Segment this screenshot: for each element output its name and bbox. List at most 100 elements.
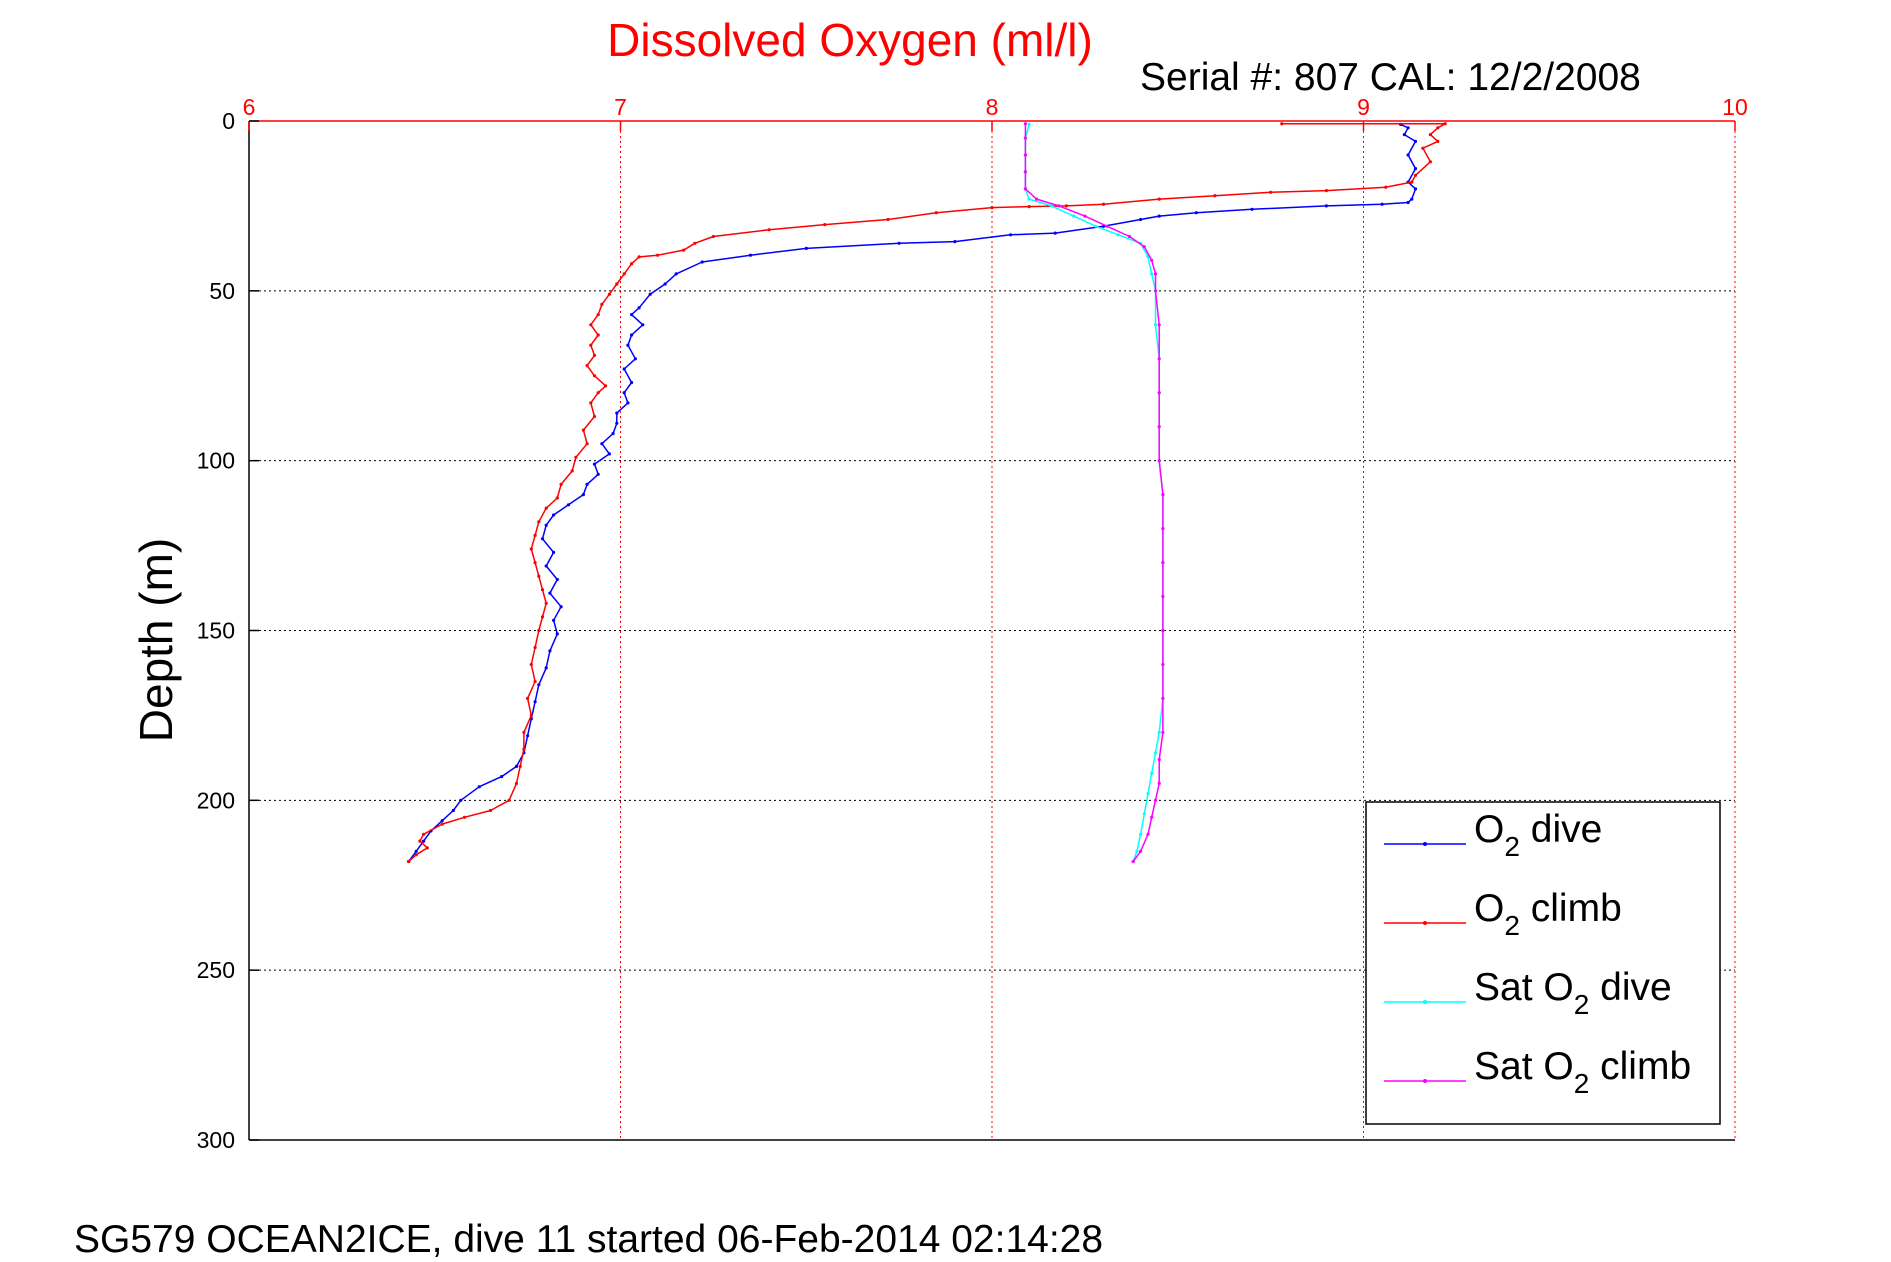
series-1-point [693,241,697,245]
series-1-point [414,853,418,857]
series-3-point [1146,832,1150,836]
legend-label-subscript: 2 [1574,989,1590,1020]
series-0-point [459,798,463,802]
series-1-point [522,747,526,752]
series-1-point [440,822,444,826]
legend-label-subscript: 2 [1504,910,1520,941]
series-1-point [711,234,716,239]
legend-label-text: dive [1589,966,1671,1009]
series-0-point [592,462,597,466]
series-1-point [533,679,537,684]
series-1-point [522,730,526,735]
series-1-point [529,713,533,718]
y-tick-label: 100 [197,448,235,474]
series-0-point [622,367,626,371]
series-1-point [540,588,545,592]
x-tick-label: 10 [1722,94,1748,120]
series-3-point [1157,781,1161,786]
series-0-point [555,632,559,636]
legend-label-text: Sat O [1474,1045,1574,1088]
legend-label-2: Sat O2 dive [1474,966,1672,1020]
series-3-point [1161,662,1165,667]
series-0-point [600,442,604,446]
series-3-point [1157,459,1161,463]
series-3-point [1161,696,1165,701]
legend-label-text: dive [1520,808,1602,851]
series-0-point [1402,133,1406,137]
legend-label-text: climb [1520,887,1622,930]
series-0-point [630,333,634,337]
series-1-point [604,384,608,388]
series-0-point [566,503,571,507]
series-1-point [574,455,578,459]
series-0-point [1009,233,1013,237]
series-3-point [1153,289,1158,293]
series-0-point [555,577,559,582]
series-0-point [615,421,619,425]
footer-caption: SG579 OCEAN2ICE, dive 11 started 06-Feb-… [74,1218,1103,1261]
series-0-point [748,253,753,257]
series-2-point [1116,233,1120,237]
series-1-point [1428,133,1432,137]
series-1-point [526,696,530,701]
series-3-point [1157,425,1161,429]
series-3-point [1153,798,1158,802]
series-1-point [514,781,519,786]
series-1-point [581,428,586,432]
series-0-point [700,260,704,264]
series-2-point [1049,204,1053,208]
series-3-point [1157,357,1161,361]
x-tick-label: 7 [614,94,627,120]
series-0-point [630,313,634,317]
y-tick-label: 250 [197,957,235,983]
y-tick-label: 150 [197,618,235,644]
series-3-point [1131,859,1135,864]
series-0-point [544,523,548,527]
legend-box [1365,801,1721,1125]
legend-label-text: O [1474,887,1504,930]
series-2-point [1150,272,1154,276]
series-0-point [544,564,548,568]
series-3-point [1161,493,1165,497]
series-1-point [1421,146,1425,150]
series-1-point [592,414,597,419]
series-2-point [1157,730,1161,735]
series-1-point [1213,194,1217,198]
series-0-point [537,683,541,687]
series-0-point [540,537,545,541]
series-3-point [1023,153,1027,157]
series-2-point [1139,832,1143,836]
series-1-point [1410,180,1414,184]
series-1-point [537,574,541,578]
legend-label-text: Sat O [1474,966,1574,1009]
y-tick-label: 50 [209,278,235,304]
series-1-point [637,255,641,259]
series-1-point [1157,197,1161,201]
legend-label-text: climb [1589,1045,1691,1088]
series-1-point [407,859,411,864]
chart-subtitle: Serial #: 807 CAL: 12/2/2008 [1140,56,1641,99]
series-1-point [622,272,626,276]
series-0-point [548,649,552,653]
series-0-point [630,380,634,385]
series-0-point [477,785,481,789]
series-0-point [897,241,901,245]
series-line-3 [1024,123,1164,862]
series-0-point [1406,126,1410,130]
series-1-point [596,391,600,395]
series-2-point [1150,771,1154,775]
legend-label-0: O2 dive [1474,808,1602,862]
series-0-point [1410,197,1414,201]
series-0-point [514,764,519,769]
series-3-point [1157,758,1161,762]
series-2-point [1072,214,1076,218]
legend-marker-1 [1423,921,1427,925]
y-tick-label: 200 [197,787,235,813]
series-1-point [630,262,634,266]
series-0-point [585,482,589,486]
series-1-point [533,533,537,538]
series-2-point [1027,122,1031,126]
series-0-point [804,246,808,250]
